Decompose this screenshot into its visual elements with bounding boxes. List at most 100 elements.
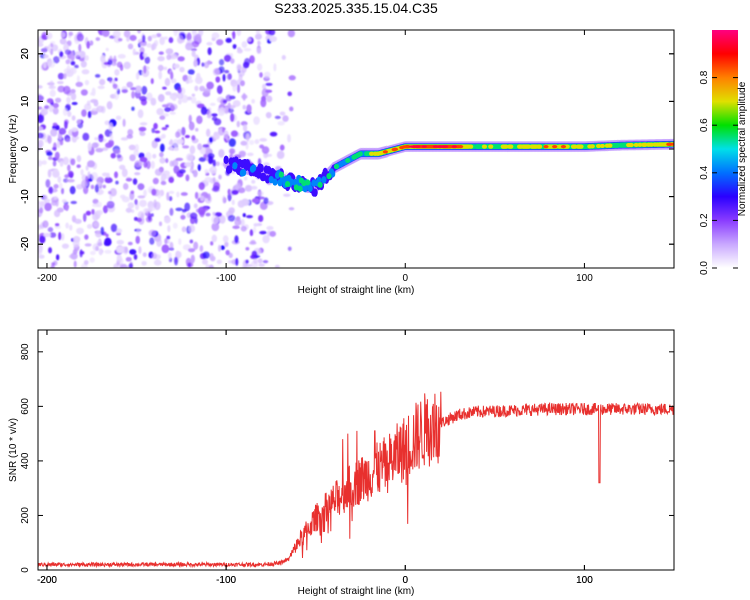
noise-blob bbox=[83, 103, 92, 111]
noise-blob bbox=[257, 258, 263, 264]
noise-blob bbox=[93, 221, 100, 228]
noise-blob bbox=[194, 191, 199, 200]
noise-blob bbox=[172, 222, 178, 229]
noise-blob bbox=[130, 190, 135, 195]
noise-blob bbox=[242, 61, 250, 69]
noise-blob bbox=[72, 248, 78, 255]
noise-blob bbox=[228, 207, 235, 214]
noise-blob bbox=[141, 260, 147, 266]
noise-blob bbox=[108, 77, 113, 84]
noise-blob bbox=[229, 148, 236, 155]
noise-blob bbox=[90, 98, 99, 104]
noise-blob bbox=[96, 209, 104, 216]
noise-blob bbox=[241, 264, 248, 268]
noise-blob bbox=[120, 263, 128, 268]
y-tick-label: 0 bbox=[20, 146, 31, 152]
colorbar-tick-label: 0.8 bbox=[699, 70, 710, 84]
noise-blob bbox=[47, 227, 54, 233]
noise-blob bbox=[73, 127, 79, 132]
noise-blob bbox=[57, 80, 64, 85]
noise-blob bbox=[54, 223, 60, 227]
noise-blob bbox=[42, 220, 49, 228]
noise-blob bbox=[121, 89, 128, 94]
noise-blob bbox=[134, 160, 142, 168]
noise-blob bbox=[266, 95, 273, 103]
noise-blob bbox=[259, 230, 267, 235]
noise-blob bbox=[176, 191, 180, 198]
noise-blob bbox=[178, 238, 182, 245]
noise-blob bbox=[176, 92, 184, 100]
noise-blob bbox=[54, 97, 62, 103]
tone-band bbox=[368, 151, 375, 156]
noise-blob bbox=[216, 39, 224, 46]
noise-blob bbox=[192, 169, 198, 178]
noise-blob bbox=[253, 116, 260, 125]
noise-blob bbox=[157, 64, 164, 72]
noise-blob bbox=[258, 214, 264, 223]
noise-blob bbox=[153, 199, 157, 209]
noise-blob bbox=[240, 225, 247, 232]
noise-blob bbox=[168, 37, 174, 44]
noise-blob bbox=[146, 92, 153, 101]
noise-blob bbox=[170, 71, 174, 80]
noise-blob bbox=[94, 73, 101, 78]
noise-blob bbox=[203, 153, 208, 159]
noise-blob bbox=[134, 172, 141, 176]
noise-blob bbox=[46, 198, 51, 203]
noise-blob bbox=[274, 264, 280, 268]
noise-blob bbox=[240, 140, 248, 146]
colorbar-gradient bbox=[712, 30, 738, 268]
noise-blob bbox=[61, 199, 67, 204]
tone-band bbox=[317, 181, 323, 188]
noise-blob bbox=[44, 202, 52, 212]
noise-blob bbox=[58, 231, 62, 241]
noise-blob bbox=[210, 113, 218, 117]
noise-blob bbox=[106, 172, 110, 178]
noise-blob bbox=[143, 160, 148, 168]
noise-blob bbox=[193, 59, 198, 68]
tone-band bbox=[537, 144, 543, 149]
tone-band bbox=[560, 144, 567, 149]
noise-blob bbox=[224, 69, 230, 74]
tone-band bbox=[232, 162, 238, 170]
noise-blob bbox=[231, 189, 239, 195]
noise-blob bbox=[66, 96, 71, 104]
noise-blob bbox=[150, 34, 158, 39]
noise-blob bbox=[97, 242, 103, 247]
noise-blob bbox=[136, 217, 143, 223]
noise-blob bbox=[54, 151, 60, 160]
x-tick-label: 100 bbox=[576, 273, 593, 284]
noise-blob bbox=[74, 64, 79, 69]
noise-blob bbox=[188, 224, 196, 233]
noise-blob bbox=[207, 155, 214, 165]
noise-blob bbox=[134, 143, 139, 152]
noise-blob bbox=[74, 51, 81, 57]
noise-blob bbox=[38, 200, 41, 206]
noise-blob bbox=[76, 227, 85, 235]
noise-blob bbox=[165, 91, 172, 96]
noise-blob bbox=[227, 188, 231, 196]
noise-blob bbox=[78, 43, 82, 52]
x-tick-label: -100 bbox=[216, 575, 236, 586]
noise-blob bbox=[71, 101, 78, 106]
noise-blob bbox=[133, 216, 138, 221]
noise-blob bbox=[90, 184, 95, 190]
noise-blob bbox=[55, 254, 60, 261]
tone-band bbox=[589, 144, 595, 149]
noise-blob bbox=[57, 72, 65, 80]
colorbar-label: Normalized spectral amplitude bbox=[737, 81, 748, 216]
noise-blob bbox=[212, 185, 220, 192]
noise-blob bbox=[211, 222, 220, 232]
noise-blob bbox=[147, 35, 152, 42]
noise-blob bbox=[81, 109, 87, 117]
y-tick-label: 0 bbox=[20, 146, 31, 152]
tone-band bbox=[633, 142, 639, 147]
noise-blob bbox=[287, 246, 292, 252]
noise-blob bbox=[113, 149, 121, 155]
tone-band bbox=[284, 180, 291, 188]
noise-blob bbox=[139, 122, 148, 126]
noise-blob bbox=[173, 30, 178, 37]
noise-blob bbox=[162, 86, 167, 90]
noise-blob bbox=[232, 83, 237, 92]
